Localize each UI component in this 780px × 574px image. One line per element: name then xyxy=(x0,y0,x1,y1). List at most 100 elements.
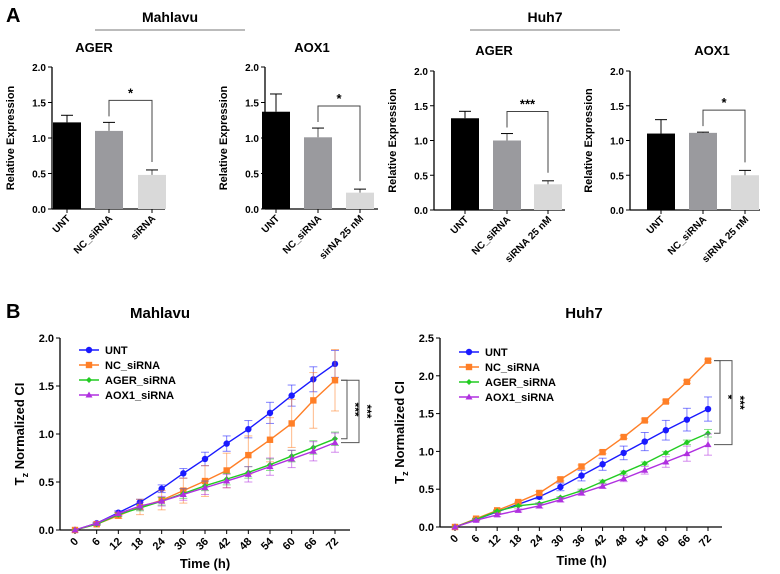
marker-circle xyxy=(223,440,230,447)
chart-title: AGER xyxy=(475,43,513,58)
marker-square xyxy=(85,361,93,369)
x-tick-label: 54 xyxy=(634,532,652,550)
x-tick-label: UNT xyxy=(260,213,282,235)
significance-label: *** xyxy=(520,97,536,112)
marker-diamond xyxy=(466,379,472,385)
y-axis-label: Relative Expression xyxy=(387,88,399,193)
significance-bracket xyxy=(341,379,360,444)
bar xyxy=(262,111,290,209)
x-tick-label: NC_siRNA xyxy=(72,213,115,256)
marker-square xyxy=(515,498,522,506)
marker-circle xyxy=(620,449,627,457)
legend-label: UNT xyxy=(485,347,508,359)
marker-square xyxy=(288,420,295,427)
chart-1: AOX1 0.0 0.5 1.0 1.5 2.0 Relative Expression UN… xyxy=(218,40,378,262)
marker-circle xyxy=(662,427,670,434)
marker-triangle xyxy=(599,482,607,489)
marker-square xyxy=(662,398,670,405)
chart-3: AOX1 0.0 0.5 1.0 1.5 2.0 Relative Expression UN… xyxy=(583,43,760,265)
marker-square xyxy=(536,489,543,497)
y-tick-label: 0.5 xyxy=(414,171,428,182)
marker-triangle xyxy=(201,484,209,491)
marker-triangle xyxy=(223,477,231,484)
legend-label: NC_siRNA xyxy=(105,360,160,372)
x-tick-label: 12 xyxy=(486,533,503,550)
bar xyxy=(689,132,717,210)
group-header-huh7: Huh7 xyxy=(528,9,563,25)
marker-triangle xyxy=(683,450,691,457)
bar xyxy=(451,118,479,210)
bar xyxy=(138,174,166,209)
marker-diamond xyxy=(494,508,501,515)
y-axis-label: Relative Expression xyxy=(218,85,230,190)
marker-circle xyxy=(85,346,93,354)
marker-circle xyxy=(180,470,187,477)
x-tick-label: NC_siRNA xyxy=(470,214,513,257)
x-tick-label: sirNA 25 nM xyxy=(318,213,366,261)
bar xyxy=(346,192,374,209)
y-tick-label: 1.5 xyxy=(414,102,428,113)
marker-diamond xyxy=(515,502,522,509)
y-tick-label: 1.5 xyxy=(32,99,46,110)
marker-triangle xyxy=(136,502,144,509)
marker-circle xyxy=(578,472,585,479)
series-line xyxy=(454,443,709,528)
marker-circle xyxy=(266,409,274,417)
marker-triangle xyxy=(556,496,564,503)
x-tick-label: 30 xyxy=(172,536,189,553)
marker-triangle xyxy=(158,497,166,504)
x-tick-label: 12 xyxy=(107,536,124,553)
x-tick-label: 0 xyxy=(448,533,461,546)
x-tick-label: 72 xyxy=(324,536,341,553)
y-axis-label: Relative Expression xyxy=(583,88,595,193)
x-tick-label: 72 xyxy=(697,533,714,550)
chart-2: AGER 0.0 0.5 1.0 1.5 2.0 Relative Expression UN… xyxy=(387,43,565,265)
marker-triangle xyxy=(93,519,101,526)
y-tick-label: 2.0 xyxy=(419,371,434,383)
marker-diamond xyxy=(620,469,627,476)
x-tick-label: 54 xyxy=(259,535,277,553)
y-tick-label: 1.5 xyxy=(245,99,259,110)
y-tick-label: 1.0 xyxy=(32,134,46,145)
marker-triangle xyxy=(179,490,187,497)
y-axis-label-sub: z xyxy=(400,471,410,476)
marker-diamond xyxy=(662,449,669,456)
marker-diamond xyxy=(86,377,92,383)
legend-label: NC_siRNA xyxy=(485,362,540,374)
y-tick-label: 0.0 xyxy=(419,522,434,534)
y-tick-label: 2.0 xyxy=(39,333,54,345)
x-axis-label: Time (h) xyxy=(556,553,606,568)
marker-triangle xyxy=(662,458,670,465)
x-tick-label: 6 xyxy=(469,533,482,546)
y-tick-label: 2.0 xyxy=(610,67,624,78)
x-tick-label: UNT xyxy=(51,213,73,235)
x-tick-label: UNT xyxy=(449,214,471,236)
x-tick-label: 48 xyxy=(613,533,630,550)
group-header-mahlavu: Mahlavu xyxy=(142,9,198,25)
legend-label: AOX1_siRNA xyxy=(485,392,554,404)
x-tick-label: 30 xyxy=(549,533,566,550)
marker-triangle xyxy=(71,526,79,533)
series-line xyxy=(74,363,336,531)
significance-bracket xyxy=(341,379,348,440)
y-axis-label-main: T xyxy=(392,476,407,484)
y-axis-label-main: T xyxy=(12,477,27,485)
x-tick-label: siRNA xyxy=(129,213,158,242)
y-tick-label: 1.0 xyxy=(414,137,428,148)
marker-square xyxy=(310,397,317,404)
marker-triangle xyxy=(535,502,543,509)
marker-square xyxy=(331,377,339,384)
bar xyxy=(95,130,123,209)
x-tick-label: NC_siRNA xyxy=(281,213,324,256)
chart-5: Huh7 0.0 0.5 1.0 1.5 2.0 2.5 0 6 12 18 24 30 36 42 48 54… xyxy=(392,305,747,568)
marker-diamond xyxy=(705,430,711,437)
marker-circle xyxy=(557,483,564,491)
significance-bracket xyxy=(108,99,153,162)
y-tick-label: 0.0 xyxy=(32,205,46,216)
y-tick-label: 2.5 xyxy=(419,333,434,345)
marker-triangle xyxy=(85,391,93,398)
bar xyxy=(647,133,675,210)
y-tick-label: 0.0 xyxy=(39,525,54,537)
series-aox1-sirna xyxy=(71,432,339,533)
